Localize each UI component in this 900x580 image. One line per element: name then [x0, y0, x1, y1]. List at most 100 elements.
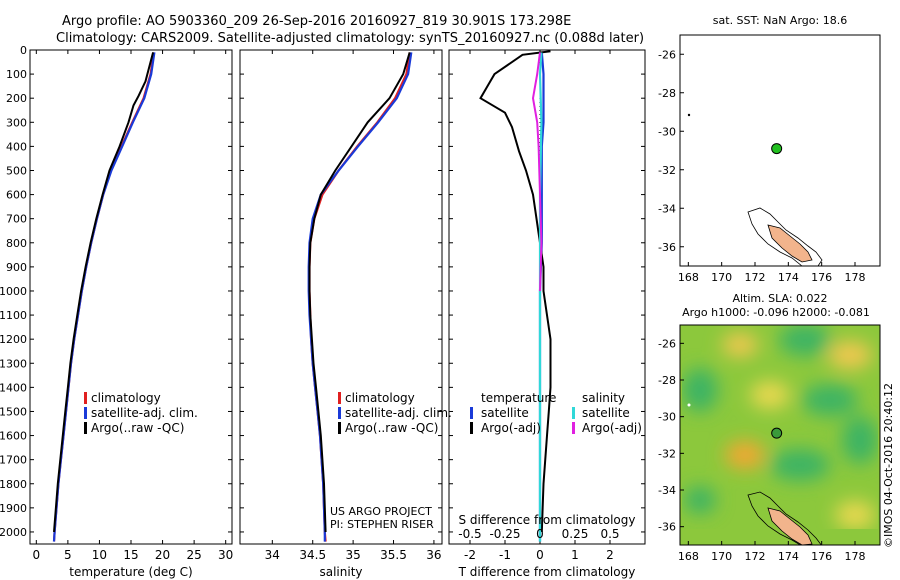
- legend-label: Argo(-adj): [582, 421, 642, 435]
- y-tick-label: 1400: [0, 381, 27, 394]
- series-line-climatology: [52, 52, 155, 542]
- sla-blob: [770, 449, 830, 481]
- map-x-tick-label: 168: [678, 271, 699, 284]
- t-difference-xlabel: T difference from climatology: [458, 565, 636, 579]
- temperature-axis: 0100200300400500600700800900100011001200…: [0, 44, 233, 562]
- map-y-tick-label: -34: [658, 484, 676, 497]
- legend-label: satellite-adj. clim.: [345, 406, 452, 420]
- difference-axis: -2 -1 0 1 2: [449, 49, 645, 562]
- series-line-argo-raw-qc-: [308, 52, 411, 533]
- x-tick-label: 34.5: [299, 548, 326, 562]
- difference-plot-frame: [448, 49, 646, 545]
- x-tick-label: 10: [92, 548, 107, 562]
- map-x-tick-label: 168: [678, 550, 699, 563]
- salinity-axis: 34 34.5 35 35.5 36: [240, 49, 442, 562]
- sla-blob: [828, 341, 872, 369]
- legend-title-temperature: temperature: [481, 391, 556, 405]
- sla-map-frame: [679, 324, 881, 546]
- legend-label: Argo(..raw -QC): [345, 421, 438, 435]
- x2-tick-label: -0.25: [489, 527, 520, 541]
- y-tick-label: 300: [6, 116, 27, 129]
- y-tick-label: 900: [6, 261, 27, 274]
- y-tick-label: 200: [6, 92, 27, 105]
- legend-label: climatology: [91, 391, 161, 405]
- x-tick-label: 1: [571, 548, 579, 562]
- float-marker: [771, 427, 783, 439]
- new-zealand-land: [767, 507, 813, 545]
- map-x-tick-label: 172: [745, 550, 766, 563]
- s-difference-xlabel: S difference from climatology: [459, 513, 636, 527]
- salinity-series: [307, 52, 413, 542]
- x-tick-label: 30: [218, 548, 233, 562]
- x-tick-label: 35: [345, 548, 360, 562]
- sst-map-coast: [687, 113, 823, 266]
- x-tick-label: 34: [265, 548, 280, 562]
- difference-series: [479, 50, 552, 542]
- sla-blob: [725, 441, 765, 469]
- credit-line-2: PI: STEPHEN RISER: [330, 518, 434, 531]
- y-tick-label: 800: [6, 237, 27, 250]
- y-tick-label: 700: [6, 213, 27, 226]
- x-tick-label: 5: [64, 548, 72, 562]
- y-tick-label: 1200: [0, 333, 27, 346]
- legend-label: satellite-adj. clim.: [91, 406, 198, 420]
- legend-swatch-argo: [84, 422, 87, 434]
- map-y-tick-label: -28: [658, 87, 676, 100]
- salinity-legend: climatology satellite-adj. clim. Argo(..…: [338, 391, 452, 435]
- legend-swatch-argo: [338, 422, 341, 434]
- y-tick-label: 1700: [0, 454, 27, 467]
- x-tick-label: 25: [186, 548, 201, 562]
- sla-map-axes: 168 170 172 174 176 178 -26 -28 -30 -32 -34 -36: [658, 337, 865, 563]
- map-x-tick-label: 178: [845, 550, 866, 563]
- map-y-tick-label: -36: [658, 521, 676, 534]
- series-line-s-argo-adj-: [531, 52, 543, 292]
- legend-title-salinity: salinity: [582, 391, 625, 405]
- series-line-climatology: [308, 52, 411, 542]
- legend-swatch-s-argo: [572, 422, 575, 434]
- x-tick-label: 0: [32, 548, 40, 562]
- y-tick-label: 1800: [0, 478, 27, 491]
- y-tick-label: 600: [6, 189, 27, 202]
- series-line-satellite-adj-clim-: [307, 52, 413, 542]
- map-x-tick-label: 176: [811, 271, 832, 284]
- sst-map-title: sat. SST: NaN Argo: 18.6: [713, 14, 847, 27]
- y-tick-label: 1100: [0, 309, 27, 322]
- legend-label: satellite: [582, 406, 630, 420]
- x-tick-label: 2: [606, 548, 614, 562]
- map-y-tick-label: -36: [658, 241, 676, 254]
- series-line-s-satellite: [538, 52, 543, 542]
- sla-blob: [779, 325, 831, 356]
- salinity-xlabel: salinity: [319, 565, 362, 579]
- map-y-tick-label: -26: [658, 48, 676, 61]
- sla-blobs: [682, 325, 878, 529]
- y-tick-label: 1600: [0, 430, 27, 443]
- y-tick-label: 1300: [0, 357, 27, 370]
- y-tick-label: 500: [6, 164, 27, 177]
- new-zealand-outline: [747, 491, 822, 545]
- header-line-2: Climatology: CARS2009. Satellite-adjuste…: [56, 31, 644, 46]
- temperature-xlabel: temperature (deg C): [69, 565, 192, 579]
- map-x-tick-label: 176: [811, 550, 832, 563]
- legend-label: satellite: [481, 406, 529, 420]
- sla-blob: [722, 333, 758, 357]
- island-dot: [687, 113, 691, 117]
- legend-swatch-satellite: [84, 407, 87, 419]
- sla-blob: [682, 368, 718, 412]
- y-tick-label: 2000: [0, 526, 27, 539]
- new-zealand-outline: [747, 207, 823, 266]
- x2-tick-label: 0.5: [600, 527, 619, 541]
- legend-swatch-climatology: [338, 392, 341, 404]
- map-x-tick-label: 178: [845, 271, 866, 284]
- x-tick-label: 15: [123, 548, 138, 562]
- y-tick-label: 100: [6, 68, 27, 81]
- y-tick-label: 1000: [0, 285, 27, 298]
- credit-line-1: US ARGO PROJECT: [330, 505, 432, 518]
- legend-swatch-satellite: [338, 407, 341, 419]
- map-y-tick-label: -28: [658, 374, 676, 387]
- y-tick-label: 1900: [0, 502, 27, 515]
- legend-swatch-climatology: [84, 392, 87, 404]
- salinity-plot-frame: [239, 49, 443, 545]
- map-y-tick-label: -34: [658, 202, 676, 215]
- temperature-legend: climatology satellite-adj. clim. Argo(..…: [84, 391, 198, 435]
- difference-legend: temperature satellite Argo(-adj) salinit…: [470, 391, 642, 435]
